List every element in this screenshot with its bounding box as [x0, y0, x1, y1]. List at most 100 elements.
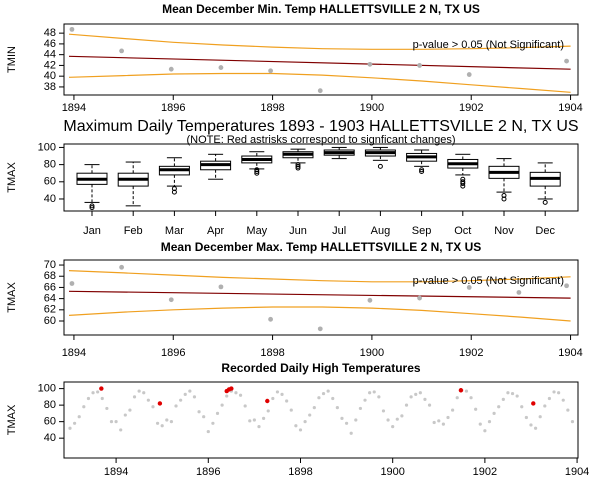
- data-point: [119, 48, 125, 54]
- x-tick-label: May: [246, 225, 267, 237]
- data-point: [317, 326, 323, 332]
- y-tick-label: 80: [44, 159, 56, 171]
- outlier: [295, 162, 301, 168]
- data-point: [432, 420, 436, 425]
- x-tick-label: 1894: [62, 347, 86, 359]
- data-point: [564, 58, 569, 64]
- data-point: [86, 396, 91, 401]
- data-point: [510, 391, 515, 396]
- data-point: [69, 26, 75, 32]
- chart-title: Mean December Max. Temp HALLETTSVILLE 2 …: [161, 240, 482, 254]
- data-point: [91, 391, 95, 395]
- data-point: [524, 415, 528, 420]
- data-point: [119, 428, 123, 432]
- data-point: [566, 408, 570, 412]
- trend-line: [68, 55, 571, 70]
- confidence-lower: [68, 306, 571, 322]
- data-point: [225, 394, 229, 398]
- data-point: [367, 297, 373, 303]
- outlier: [254, 170, 260, 176]
- data-point: [377, 395, 381, 399]
- data-point: [73, 421, 77, 425]
- data-point: [262, 416, 266, 420]
- y-tick-label: 60: [44, 315, 56, 327]
- data-point: [137, 389, 141, 393]
- data-point: [289, 408, 293, 412]
- data-point: [243, 404, 247, 408]
- x-tick-label: 1898: [260, 347, 284, 359]
- x-tick-label: Jan: [83, 225, 101, 237]
- x-tick-label: Jun: [289, 225, 307, 237]
- data-point: [183, 392, 187, 396]
- data-point: [280, 392, 284, 396]
- data-point: [427, 403, 432, 407]
- data-point: [414, 392, 418, 396]
- plot-frame: [63, 259, 579, 336]
- data-point: [234, 391, 238, 395]
- outlier: [460, 176, 466, 182]
- data-point: [174, 404, 178, 408]
- outlier: [542, 199, 548, 205]
- trend-line: [68, 290, 571, 299]
- data-point: [308, 413, 312, 417]
- x-tick-label: Sep: [412, 225, 432, 237]
- data-point: [349, 431, 353, 435]
- data-point: [168, 297, 174, 303]
- data-point: [220, 403, 224, 407]
- confidence-lower: [68, 72, 571, 93]
- y-tick-label: 100: [38, 383, 56, 395]
- data-point: [466, 285, 472, 290]
- data-point: [483, 429, 487, 433]
- data-point: [96, 390, 100, 394]
- data-point: [165, 418, 169, 422]
- data-point: [169, 420, 174, 424]
- data-point: [218, 284, 224, 290]
- x-tick-label: Nov: [494, 225, 514, 237]
- y-tick-label: 44: [44, 49, 56, 61]
- x-tick-label: 1902: [459, 102, 483, 114]
- data-point: [257, 425, 261, 429]
- annotation: p-value > 0.05 (Not Significant): [413, 275, 564, 287]
- data-point: [188, 389, 192, 393]
- data-point: [335, 406, 339, 410]
- data-point: [547, 396, 552, 401]
- data-point: [552, 390, 556, 394]
- data-point: [271, 396, 275, 401]
- outlier: [89, 203, 95, 209]
- data-point: [400, 414, 404, 418]
- x-tick-label: 1904: [565, 466, 589, 478]
- data-point: [82, 405, 86, 409]
- highlight-point: [531, 401, 536, 406]
- y-tick-label: 40: [44, 193, 56, 205]
- y-tick-label: 66: [44, 281, 56, 293]
- outlier: [501, 196, 507, 202]
- outlier: [501, 193, 507, 199]
- data-point: [331, 396, 335, 401]
- data-point: [497, 405, 501, 409]
- y-tick-label: 62: [44, 304, 56, 316]
- data-point: [155, 421, 160, 425]
- confidence-upper: [68, 270, 571, 283]
- y-axis-label: TMAX: [6, 404, 18, 435]
- x-tick-label: 1900: [360, 347, 384, 359]
- data-point: [372, 390, 376, 394]
- x-tick-label: Jul: [332, 225, 346, 237]
- highlight-point: [265, 398, 270, 404]
- data-point: [100, 396, 104, 401]
- x-tick-label: 1900: [380, 466, 404, 478]
- chart-title: Recorded Daily High Temperatures: [221, 361, 420, 375]
- outlier: [419, 168, 425, 174]
- data-point: [455, 396, 459, 400]
- data-point: [446, 415, 450, 420]
- x-tick-label: 1898: [260, 102, 284, 114]
- y-axis-label: TMAX: [6, 282, 18, 313]
- data-point: [506, 391, 510, 395]
- data-point: [146, 398, 150, 402]
- y-tick-label: 48: [44, 27, 56, 39]
- chart-title: Mean December Min. Temp HALLETTSVILLE 2 …: [162, 2, 480, 16]
- y-tick-label: 40: [44, 432, 56, 444]
- data-point: [215, 411, 220, 415]
- data-point: [418, 391, 422, 395]
- data-point: [417, 295, 422, 301]
